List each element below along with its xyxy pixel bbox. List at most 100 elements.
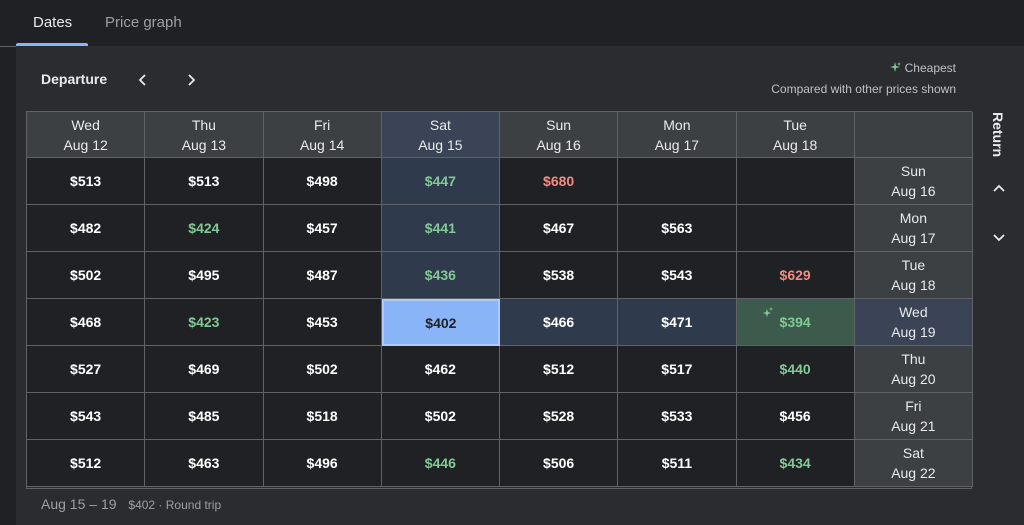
price-cell[interactable]: $543 bbox=[618, 252, 737, 299]
price-cell[interactable]: $502 bbox=[27, 252, 146, 299]
previous-week-button[interactable] bbox=[129, 66, 157, 94]
price-cell[interactable]: $511 bbox=[618, 440, 737, 487]
price-cell[interactable]: $512 bbox=[500, 346, 619, 393]
price-cell[interactable]: $538 bbox=[500, 252, 619, 299]
price-value: $495 bbox=[188, 267, 220, 283]
price-value: $446 bbox=[424, 455, 456, 471]
cheapest-sparkle-icon bbox=[762, 307, 773, 317]
price-value: $469 bbox=[188, 361, 220, 377]
price-value: $471 bbox=[661, 314, 693, 330]
selected-price: $402 · Round trip bbox=[128, 498, 222, 512]
departure-column-header: Thu Aug 13 bbox=[145, 112, 264, 158]
date-label: Aug 16 bbox=[536, 136, 581, 153]
comparison-note: Compared with other prices shown bbox=[771, 82, 956, 96]
price-value: $680 bbox=[543, 173, 575, 189]
price-cell[interactable]: $423 bbox=[145, 299, 264, 346]
day-label: Thu bbox=[191, 116, 216, 133]
price-cell[interactable]: $468 bbox=[27, 299, 146, 346]
price-value: $517 bbox=[661, 361, 693, 377]
day-label: Sun bbox=[546, 116, 572, 133]
return-next-button[interactable] bbox=[988, 226, 1010, 248]
price-cell[interactable]: $487 bbox=[263, 252, 382, 299]
price-value: $440 bbox=[779, 361, 811, 377]
price-value: $423 bbox=[188, 314, 220, 330]
price-value: $496 bbox=[306, 455, 338, 471]
price-cell[interactable]: $512 bbox=[27, 440, 146, 487]
price-cell[interactable]: $463 bbox=[145, 440, 264, 487]
price-cell[interactable]: $467 bbox=[500, 205, 619, 252]
price-cell[interactable]: $394 bbox=[736, 299, 855, 346]
price-value: $518 bbox=[306, 408, 338, 424]
empty-price-cell bbox=[736, 205, 855, 252]
departure-column-header: Wed Aug 12 bbox=[27, 112, 146, 158]
price-cell[interactable]: $457 bbox=[263, 205, 382, 252]
price-value: $462 bbox=[424, 361, 456, 377]
tab-price-graph[interactable]: Price graph bbox=[105, 14, 182, 31]
price-cell[interactable]: $434 bbox=[736, 440, 855, 487]
next-week-button[interactable] bbox=[177, 66, 205, 94]
price-cell[interactable]: $513 bbox=[27, 158, 146, 205]
price-cell[interactable]: $469 bbox=[145, 346, 264, 393]
price-cell[interactable]: $441 bbox=[381, 205, 500, 252]
date-label: Aug 18 bbox=[772, 136, 818, 153]
price-cell[interactable]: $629 bbox=[736, 252, 855, 299]
price-cell[interactable]: $563 bbox=[618, 205, 737, 252]
price-value: $424 bbox=[188, 220, 220, 236]
price-cell[interactable]: $466 bbox=[500, 299, 619, 346]
price-cell[interactable]: $402 bbox=[381, 299, 500, 346]
price-cell[interactable]: $527 bbox=[27, 346, 146, 393]
departure-column-header: Sun Aug 16 bbox=[500, 112, 619, 158]
price-cell[interactable]: $533 bbox=[618, 393, 737, 440]
price-cell[interactable]: $518 bbox=[263, 393, 382, 440]
price-cell[interactable]: $502 bbox=[381, 393, 500, 440]
date-label: Aug 16 bbox=[891, 183, 936, 199]
return-previous-button[interactable] bbox=[988, 178, 1010, 200]
tab-bar: Dates Price graph bbox=[0, 0, 1024, 47]
tab-dates[interactable]: Dates bbox=[33, 14, 73, 31]
price-value: $468 bbox=[70, 314, 102, 330]
price-cell[interactable]: $495 bbox=[145, 252, 264, 299]
price-cell[interactable]: $517 bbox=[618, 346, 737, 393]
price-cell[interactable]: $528 bbox=[500, 393, 619, 440]
date-label: Aug 13 bbox=[181, 136, 227, 153]
price-cell[interactable]: $498 bbox=[263, 158, 382, 205]
price-cell[interactable]: $436 bbox=[381, 252, 500, 299]
chevron-left-icon bbox=[138, 74, 146, 86]
date-label: Aug 20 bbox=[891, 371, 936, 387]
day-label: Fri bbox=[905, 398, 922, 414]
price-cell[interactable]: $453 bbox=[263, 299, 382, 346]
price-value: $466 bbox=[543, 314, 575, 330]
price-cell[interactable]: $482 bbox=[27, 205, 146, 252]
price-cell[interactable]: $447 bbox=[381, 158, 500, 205]
price-cell[interactable]: $502 bbox=[263, 346, 382, 393]
price-value: $485 bbox=[188, 408, 220, 424]
price-cell[interactable]: $462 bbox=[381, 346, 500, 393]
price-value: $528 bbox=[543, 408, 575, 424]
price-cell[interactable]: $440 bbox=[736, 346, 855, 393]
price-cell[interactable]: $471 bbox=[618, 299, 737, 346]
price-cell[interactable]: $446 bbox=[381, 440, 500, 487]
empty-price-cell bbox=[618, 158, 737, 205]
price-cell[interactable]: $513 bbox=[145, 158, 264, 205]
sparkle-icon bbox=[889, 62, 901, 72]
return-row-header: Mon Aug 17 bbox=[854, 205, 973, 252]
price-cell[interactable]: $543 bbox=[27, 393, 146, 440]
price-value: $527 bbox=[70, 361, 102, 377]
grid-corner bbox=[854, 112, 973, 158]
price-cell[interactable]: $680 bbox=[500, 158, 619, 205]
return-row-header: Wed Aug 19 bbox=[854, 299, 973, 346]
price-value: $487 bbox=[306, 267, 338, 283]
price-cell[interactable]: $485 bbox=[145, 393, 264, 440]
price-value: $513 bbox=[70, 173, 102, 189]
price-cell[interactable]: $424 bbox=[145, 205, 264, 252]
price-cell[interactable]: $506 bbox=[500, 440, 619, 487]
chevron-right-icon bbox=[188, 74, 196, 86]
price-cell[interactable]: $456 bbox=[736, 393, 855, 440]
price-cell[interactable]: $496 bbox=[263, 440, 382, 487]
day-label: Fri bbox=[313, 116, 331, 133]
price-value: $512 bbox=[70, 455, 102, 471]
price-value: $467 bbox=[543, 220, 575, 236]
price-value: $463 bbox=[188, 455, 220, 471]
date-label: Aug 12 bbox=[63, 136, 108, 153]
return-row-header: Fri Aug 21 bbox=[854, 393, 973, 440]
